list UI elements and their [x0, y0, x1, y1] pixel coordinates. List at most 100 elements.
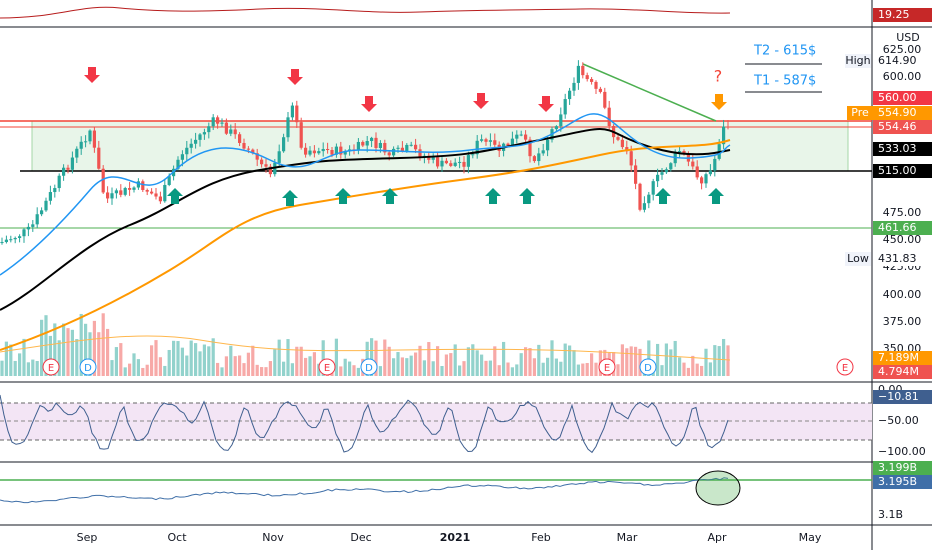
price-badge [873, 414, 932, 428]
price-badge [873, 164, 932, 178]
candle-body [559, 114, 563, 127]
obv-line [0, 477, 729, 504]
candle-body [18, 236, 22, 238]
volume-bar [726, 345, 730, 376]
volume-bar [436, 346, 440, 376]
candle-body [13, 237, 17, 240]
volume-bar [97, 332, 101, 376]
up-arrow [519, 188, 535, 204]
volume-bar [84, 323, 88, 376]
volume-bar [106, 328, 110, 376]
candle-body [656, 174, 660, 182]
price-badge [873, 91, 932, 105]
volume-bar [167, 349, 171, 376]
time-axis-label: May [799, 531, 822, 544]
price-badge [873, 221, 932, 235]
event-marker [42, 358, 60, 376]
highlight-circle [695, 470, 741, 506]
volume-bar [484, 360, 488, 376]
volume-bar [282, 361, 286, 376]
candle-body [211, 117, 215, 127]
volume-bar [546, 357, 550, 376]
volume-bar [216, 362, 220, 376]
volume-bar [462, 361, 466, 376]
down-arrow [711, 94, 727, 110]
candle-body [449, 163, 453, 166]
volume-bar [409, 355, 413, 376]
candle-body [638, 183, 642, 210]
volume-bar [695, 363, 699, 376]
candle-body [651, 181, 655, 195]
candle-body [216, 117, 220, 124]
candle-body [563, 99, 567, 115]
candle-body [726, 126, 730, 128]
up-arrow [708, 188, 724, 204]
top-indicator-line [0, 6, 731, 19]
down-arrow [538, 96, 554, 112]
volume-bar [585, 363, 589, 376]
volume-bar [150, 345, 154, 376]
volume-bar [374, 340, 378, 376]
volume-bar [198, 351, 202, 376]
price-badge-label: −10.81 [878, 390, 919, 403]
price-badge-label: 515.00 [878, 164, 917, 177]
candle-body [158, 196, 162, 202]
candle-body [383, 142, 387, 153]
badge-tag-label: High [845, 54, 870, 67]
volume-bar [537, 344, 541, 376]
volume-bar [418, 345, 422, 376]
volume-bar [290, 363, 294, 376]
volume-bar [708, 362, 712, 376]
volume-bar [475, 350, 479, 376]
volume-bar [480, 354, 484, 376]
volume-bar [576, 364, 580, 376]
candle-body [101, 168, 105, 193]
volume-bar [189, 340, 193, 376]
volume-bar [620, 344, 624, 376]
candle-body [585, 75, 589, 80]
volume-bar [255, 364, 259, 376]
price-axis-label: 475.00 [883, 206, 922, 219]
volume-bar [713, 345, 717, 376]
candle-body [546, 139, 550, 151]
candle-body [106, 192, 110, 199]
volume-bar [66, 328, 70, 376]
event-marker-label: D [84, 363, 92, 374]
volume-bar [202, 344, 206, 376]
candle-body [396, 147, 400, 149]
volume-bar [563, 343, 567, 376]
candle-body [268, 166, 272, 175]
candle-body [704, 174, 708, 184]
volume-bar [528, 348, 532, 376]
volume-bar [317, 363, 321, 376]
candle-body [691, 161, 695, 167]
volume-bar [568, 345, 572, 376]
event-marker-label: E [604, 363, 610, 374]
question-mark: ? [714, 67, 723, 86]
candle-body [92, 130, 96, 148]
volume-bar [554, 358, 558, 376]
volume-bar [4, 341, 8, 376]
volume-bar [532, 358, 536, 376]
volume-bar [722, 338, 726, 376]
volume-bar [242, 363, 246, 376]
time-axis-label: Mar [617, 531, 638, 544]
volume-bar [704, 348, 708, 376]
candle-body [70, 157, 74, 170]
price-badge-label: 533.03 [878, 142, 917, 155]
candle-body [9, 239, 13, 241]
price-badge-label: 554.90 [878, 106, 917, 119]
candle-body [682, 151, 686, 154]
candle-body [466, 155, 470, 167]
candle-body [154, 193, 158, 197]
volume-bar [515, 364, 519, 376]
candle-body [48, 192, 52, 201]
candle-body [136, 181, 140, 188]
time-axis-label: Sep [77, 531, 98, 544]
volume-bar [62, 323, 66, 376]
candle-body [53, 188, 57, 193]
rsi-line [0, 394, 729, 454]
candle-body [506, 143, 510, 146]
volume-bar [541, 362, 545, 376]
candle-body [167, 176, 171, 185]
